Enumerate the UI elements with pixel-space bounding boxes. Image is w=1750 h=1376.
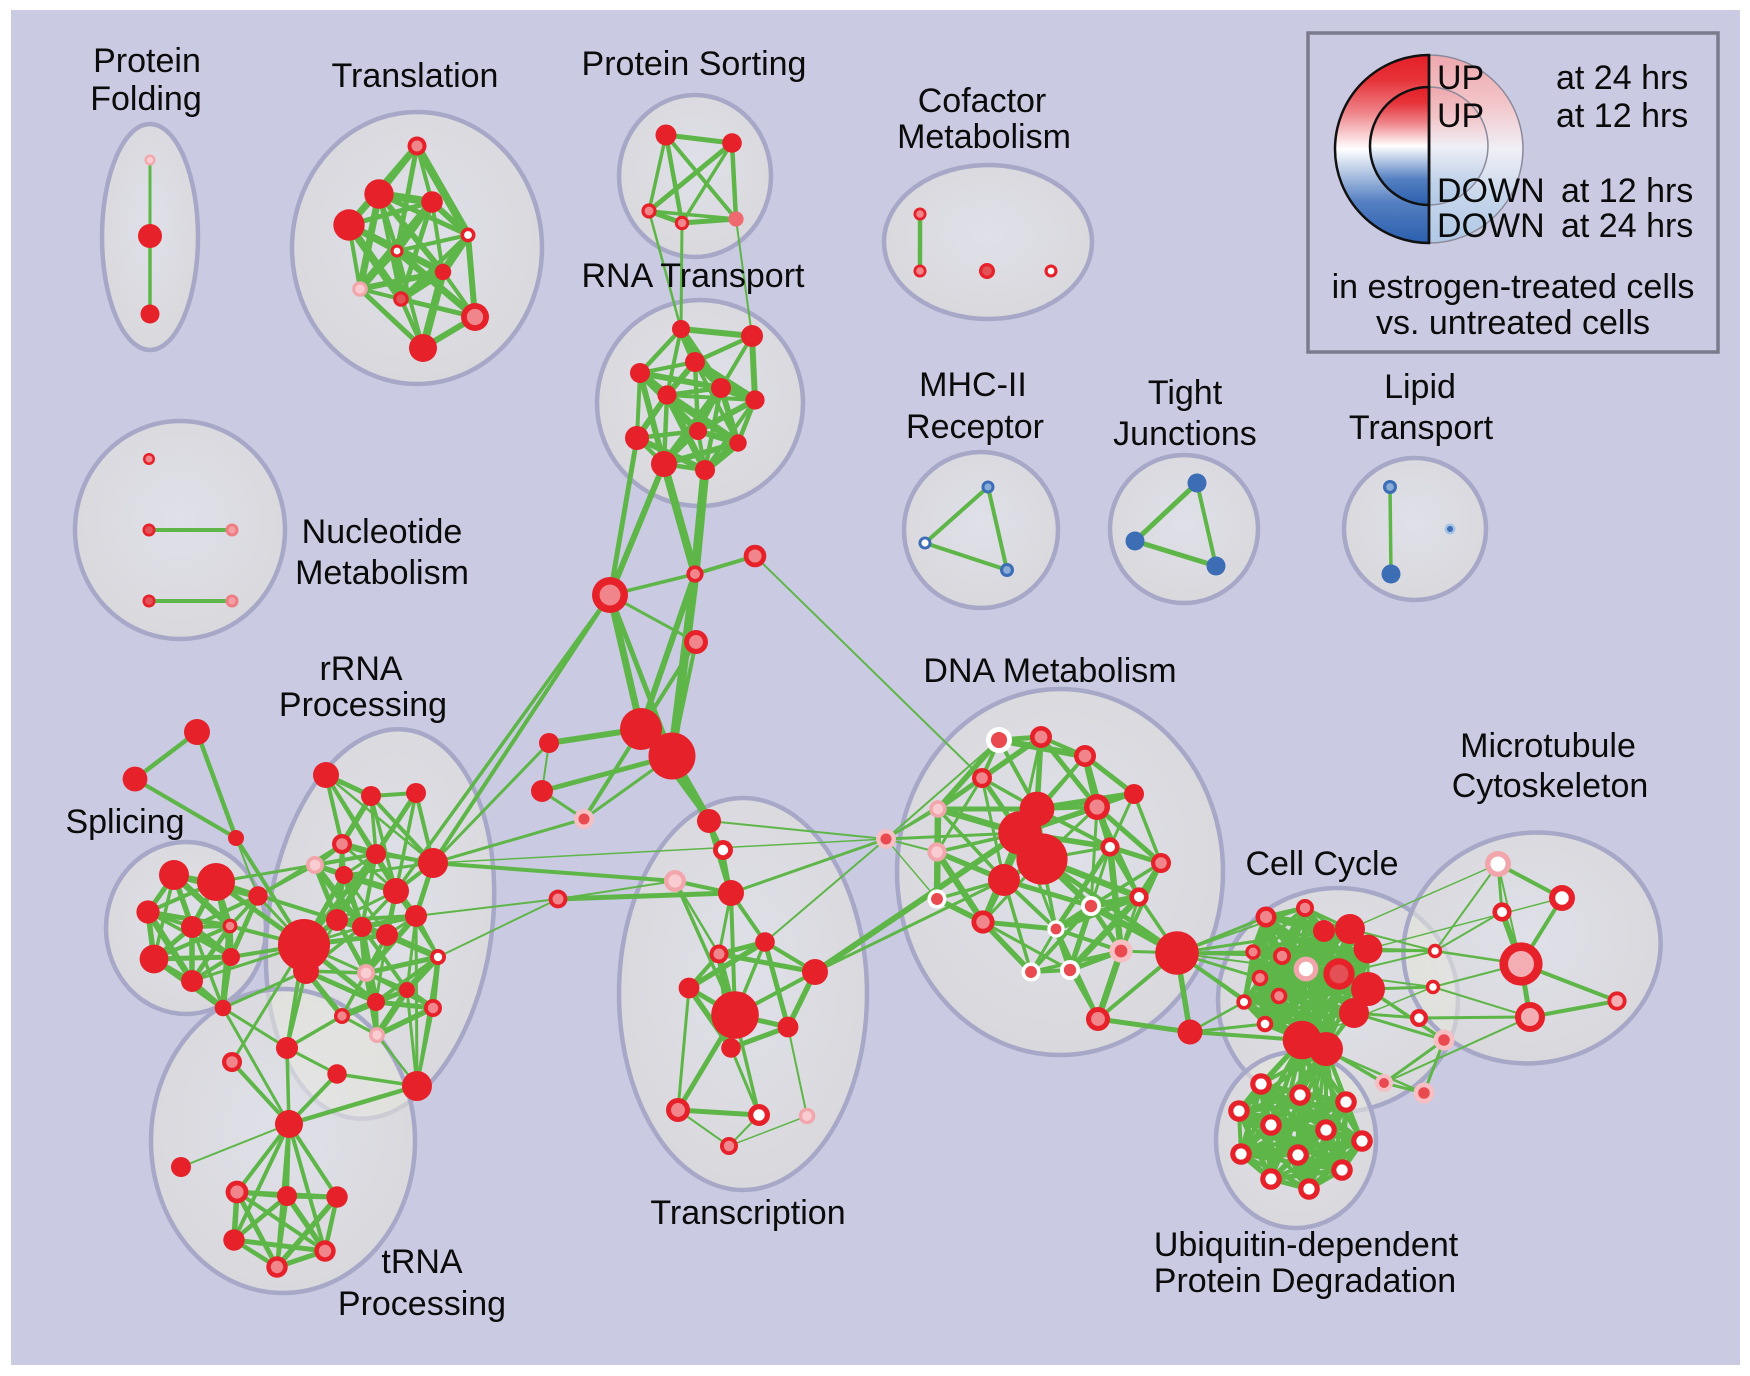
- svg-text:at 24 hrs: at 24 hrs: [1556, 59, 1688, 97]
- svg-text:tRNA: tRNA: [381, 1243, 463, 1281]
- svg-text:Splicing: Splicing: [65, 803, 184, 841]
- svg-text:Tight: Tight: [1148, 374, 1223, 412]
- svg-text:Folding: Folding: [90, 80, 202, 118]
- svg-text:Microtubule: Microtubule: [1460, 727, 1636, 765]
- svg-text:DOWN: DOWN: [1437, 172, 1545, 210]
- svg-text:Cell Cycle: Cell Cycle: [1245, 845, 1398, 883]
- svg-text:UP: UP: [1437, 97, 1484, 135]
- svg-text:Cofactor: Cofactor: [918, 82, 1047, 120]
- svg-text:DNA Metabolism: DNA Metabolism: [923, 652, 1176, 690]
- svg-text:Ubiquitin-dependent: Ubiquitin-dependent: [1154, 1226, 1459, 1264]
- svg-text:Processing: Processing: [279, 686, 447, 724]
- svg-text:UP: UP: [1437, 59, 1484, 97]
- svg-text:in estrogen-treated cells: in estrogen-treated cells: [1332, 268, 1695, 306]
- svg-text:Nucleotide: Nucleotide: [302, 513, 463, 551]
- svg-text:Translation: Translation: [332, 57, 499, 95]
- svg-text:at 12 hrs: at 12 hrs: [1561, 172, 1693, 210]
- svg-text:Lipid: Lipid: [1384, 368, 1456, 406]
- svg-text:Metabolism: Metabolism: [897, 118, 1071, 156]
- svg-text:at 12 hrs: at 12 hrs: [1556, 97, 1688, 135]
- svg-text:at 24 hrs: at 24 hrs: [1561, 207, 1693, 245]
- svg-text:Junctions: Junctions: [1113, 415, 1257, 453]
- svg-text:DOWN: DOWN: [1437, 207, 1545, 245]
- svg-text:Protein Sorting: Protein Sorting: [582, 45, 807, 83]
- svg-text:MHC-II: MHC-II: [919, 366, 1027, 404]
- svg-text:RNA Transport: RNA Transport: [582, 257, 806, 295]
- svg-text:Transcription: Transcription: [650, 1194, 845, 1232]
- svg-text:Metabolism: Metabolism: [295, 554, 469, 592]
- svg-text:Protein: Protein: [93, 42, 201, 80]
- svg-text:Protein Degradation: Protein Degradation: [1154, 1262, 1456, 1300]
- svg-text:Cytoskeleton: Cytoskeleton: [1452, 767, 1649, 805]
- svg-text:Transport: Transport: [1349, 409, 1494, 447]
- svg-text:rRNA: rRNA: [319, 650, 402, 688]
- svg-text:Receptor: Receptor: [906, 408, 1044, 446]
- svg-text:Processing: Processing: [338, 1285, 506, 1323]
- svg-text:vs. untreated cells: vs. untreated cells: [1376, 304, 1650, 342]
